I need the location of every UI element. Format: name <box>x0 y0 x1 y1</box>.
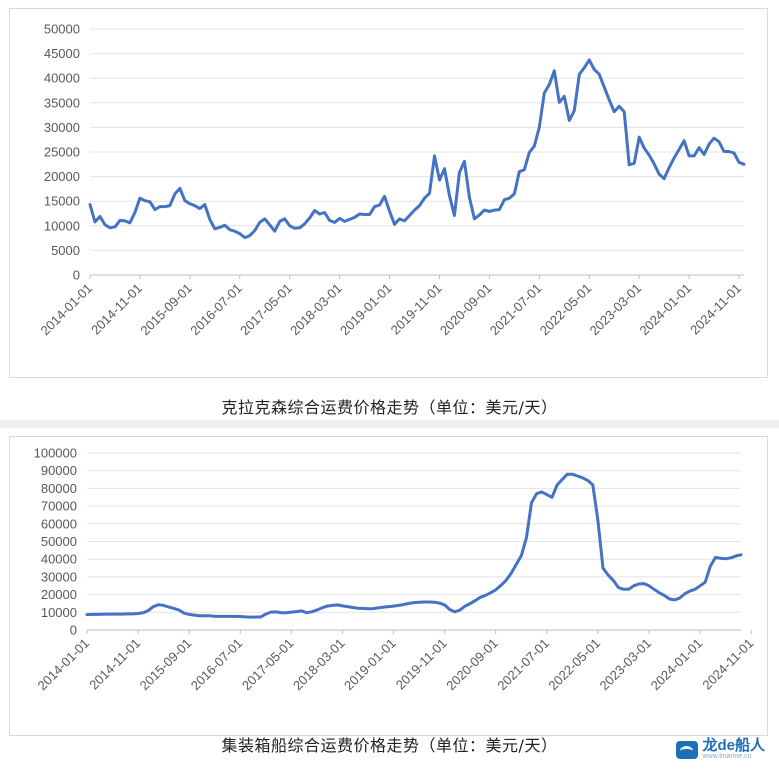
x-tick-label: 2023-03-01 <box>587 281 645 339</box>
x-tick-label: 2022-05-01 <box>537 281 595 339</box>
plot-area-clarksons: 0 5000 10000 15000 20000 25000 30000 35000 40000… <box>37 22 746 339</box>
y-tick-label: 10000 <box>41 605 77 620</box>
y-tick-label: 25000 <box>44 145 80 160</box>
watermark-logo: 龙de船人 www.lmarine.cn <box>676 738 765 761</box>
watermark-brand: 龙de船人 <box>702 737 765 754</box>
y-tick-label: 40000 <box>44 71 80 86</box>
chart-frame <box>9 8 768 378</box>
chart-caption-container: 集装箱船综合运费价格走势（单位：美元/天） <box>221 736 558 755</box>
x-tick-label: 2018-03-01 <box>287 281 345 339</box>
x-tick-label: 2014-11-01 <box>88 281 145 338</box>
y-tick-label: 15000 <box>44 194 80 209</box>
ship-logo-icon <box>676 740 699 759</box>
x-tick-label: 2021-07-01 <box>487 281 545 339</box>
chart-caption-clarksons: 克拉克森综合运费价格走势（单位：美元/天） <box>221 398 558 417</box>
y-tick-label: 50000 <box>41 534 77 549</box>
panel-divider <box>0 420 779 428</box>
y-tick-label: 10000 <box>44 218 80 233</box>
x-tick-label: 2014-11-01 <box>86 636 143 693</box>
x-tick-label: 2024-11-01 <box>687 281 744 338</box>
y-tick-label: 50000 <box>44 22 80 37</box>
y-tick-label: 35000 <box>44 95 80 110</box>
x-tick-label: 2015-09-01 <box>137 636 195 694</box>
x-tick-label: 2018-03-01 <box>290 636 348 694</box>
y-tick-label: 5000 <box>51 243 80 258</box>
y-tick-label: 90000 <box>41 463 77 478</box>
y-tick-label: 100000 <box>34 446 77 461</box>
x-tick-label: 2023-03-01 <box>597 636 655 694</box>
y-tick-label: 0 <box>70 623 77 638</box>
y-tick-label: 45000 <box>44 46 80 61</box>
y-tick-label: 0 <box>73 268 80 283</box>
plot-area-container: 0 10000 20000 30000 40000 50000 60000 70000 8000… <box>34 446 757 694</box>
x-tick-label: 2020-09-01 <box>443 636 501 694</box>
x-tick-label: 2021-07-01 <box>494 636 552 694</box>
x-tick-label: 2022-05-01 <box>545 636 603 694</box>
chart-panel-clarksons: 0 5000 10000 15000 20000 25000 30000 35000 40000… <box>9 8 768 417</box>
y-tick-label: 40000 <box>41 552 77 567</box>
x-tick-label: 2024-11-01 <box>699 636 756 693</box>
chart-frame <box>9 436 768 736</box>
y-tick-label: 60000 <box>41 516 77 531</box>
y-tick-label: 80000 <box>41 481 77 496</box>
x-tick-label: 2024-01-01 <box>648 636 706 694</box>
y-tick-label: 20000 <box>41 587 77 602</box>
x-tick-label: 2017-05-01 <box>239 636 297 694</box>
x-tick-label: 2017-05-01 <box>237 281 295 339</box>
watermark-site: www.lmarine.cn <box>702 753 752 760</box>
y-tick-label: 30000 <box>44 120 80 135</box>
y-tick-label: 20000 <box>44 169 80 184</box>
x-tick-label: 2019-01-01 <box>337 281 395 339</box>
x-tick-label: 2015-09-01 <box>137 281 195 339</box>
x-tick-label: 2024-01-01 <box>637 281 695 339</box>
x-tick-label: 2016-07-01 <box>187 281 245 339</box>
x-tick-label: 2020-09-01 <box>437 281 495 339</box>
y-tick-label: 30000 <box>41 569 77 584</box>
x-tick-label: 2019-11-01 <box>388 281 445 338</box>
y-tick-label: 70000 <box>41 499 77 514</box>
x-tick-label: 2016-07-01 <box>188 636 246 694</box>
series-line-clarksons <box>88 58 746 240</box>
x-tick-label: 2019-01-01 <box>341 636 399 694</box>
chart-panel-container: 0 10000 20000 30000 40000 50000 60000 70000 8000… <box>0 428 779 769</box>
x-tick-label: 2019-11-01 <box>393 636 450 693</box>
x-tick-label: 2014-01-01 <box>37 281 95 339</box>
series-line-container <box>85 472 743 619</box>
x-tick-label: 2014-01-01 <box>34 636 92 694</box>
